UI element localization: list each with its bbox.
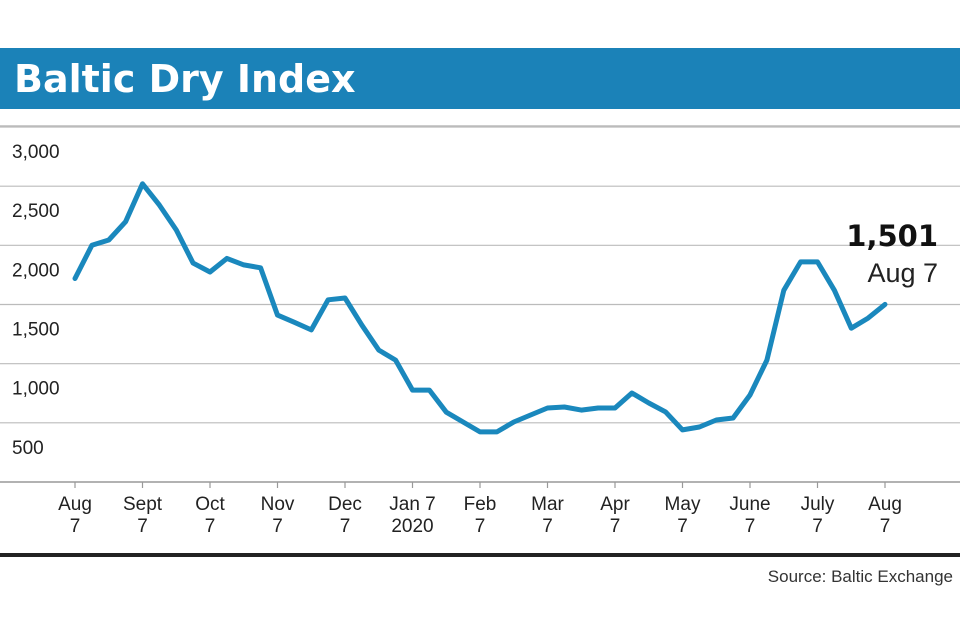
value-label: 1,501 bbox=[846, 219, 938, 253]
x-tick-label: Feb 7 bbox=[464, 494, 497, 537]
x-tick-label: June 7 bbox=[729, 494, 770, 537]
y-tick-label: 500 bbox=[12, 438, 44, 459]
y-tick-label: 2,000 bbox=[12, 260, 60, 281]
y-tick-label: 2,500 bbox=[12, 201, 60, 222]
data-line bbox=[72, 181, 888, 435]
x-tick-label: Mar 7 bbox=[531, 494, 564, 537]
title-band bbox=[0, 48, 960, 109]
x-tick-label: Jan 7 2020 bbox=[389, 494, 435, 537]
y-tick-label: 1,000 bbox=[12, 379, 60, 400]
source: Source: Baltic Exchange bbox=[768, 567, 953, 586]
y-tick-label: 3,000 bbox=[12, 142, 60, 163]
x-tick-label: Aug 7 bbox=[868, 494, 902, 537]
x-tick-label: Dec 7 bbox=[328, 494, 362, 537]
chart-title: Baltic Dry Index bbox=[14, 57, 356, 101]
y-tick-label: 1,500 bbox=[12, 320, 60, 341]
x-tick-label: Aug 7 bbox=[58, 494, 92, 537]
x-tick-label: Sept 7 bbox=[123, 494, 163, 537]
x-tick-label: Oct 7 bbox=[195, 494, 225, 537]
annotation: Aug 7 bbox=[867, 258, 938, 288]
x-tick-label: Apr 7 bbox=[600, 494, 630, 537]
x-tick-label: Nov 7 bbox=[261, 494, 295, 537]
x-tick-label: July 7 bbox=[801, 494, 835, 537]
x-tick-label: May 7 bbox=[665, 494, 701, 537]
